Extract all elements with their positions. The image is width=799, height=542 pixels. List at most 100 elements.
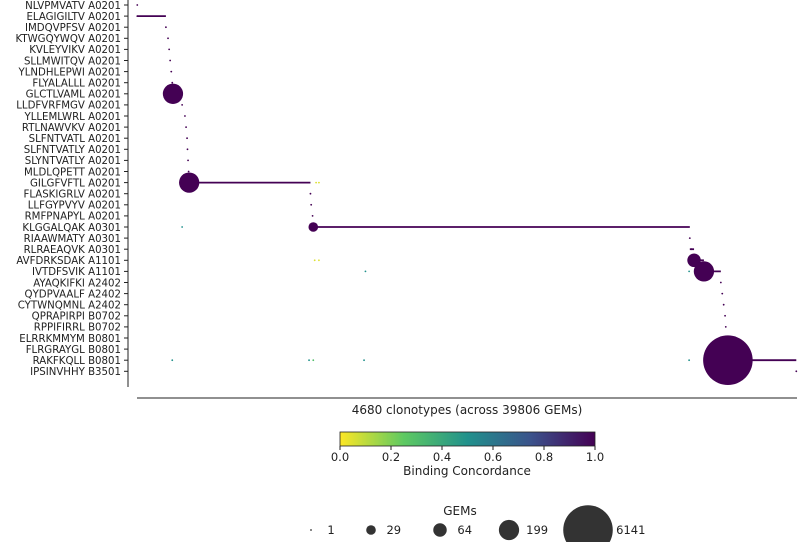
data-point: [186, 137, 188, 140]
size-legend-marker: [433, 523, 447, 537]
y-tick-label: IPSINVHHY B3501: [30, 367, 121, 378]
data-point: [315, 181, 318, 184]
data-point: [690, 248, 693, 251]
y-tick-label: ELRRKMMYM B0801: [19, 334, 121, 345]
y-tick-label: RTLNAWVKV A0201: [22, 123, 121, 134]
size-legend-marker: [498, 519, 520, 541]
data-point: [187, 159, 189, 162]
y-tick-label: FLASKIGRLV A0201: [23, 190, 121, 201]
y-tick-label: NLVPMVATV A0201: [25, 1, 121, 12]
y-tick-label: LLDFVRFMGV A0201: [16, 101, 121, 112]
data-point: [310, 203, 313, 206]
colorbar-tick-label: 0.2: [382, 450, 400, 464]
y-tick-label: AYAQKIFKI A2402: [33, 278, 121, 289]
colorbar: 0.0 0.2 0.4 0.6 0.8 1.0 Binding Concordance: [331, 431, 604, 478]
y-tick-label: KVLEYVIKV A0201: [29, 45, 121, 56]
y-tick-label: FLYALALLL A0201: [32, 79, 121, 90]
y-tick-label: QPRAPIRPI B0702: [32, 312, 121, 323]
data-point: [688, 359, 691, 362]
y-tick-label: GLCTLVAML A0201: [26, 90, 121, 101]
data-point: [136, 15, 139, 17]
size-legend-label: 1: [327, 523, 334, 537]
size-legend-items: 1 29 64 199 6141: [310, 505, 645, 542]
data-point: [309, 192, 312, 195]
y-tick-label: SLLMWITQV A0201: [24, 56, 121, 67]
y-tick-label: AVFDRKSDAK A1101: [16, 256, 121, 267]
colorbar-bar: [339, 431, 596, 447]
data-point: [308, 359, 310, 362]
data-point: [724, 314, 726, 317]
y-tick-label: SLFNTVATLY A0201: [24, 145, 121, 156]
data-point: [171, 359, 174, 362]
colorbar-tick-label: 0.4: [433, 450, 451, 464]
size-legend-label: 6141: [616, 523, 645, 537]
data-point: [795, 370, 798, 373]
data-point: [171, 81, 174, 84]
data-point: [165, 26, 167, 29]
data-point: [185, 126, 187, 128]
size-legend-marker: [366, 525, 376, 535]
colorbar-tick-label: 1.0: [586, 450, 604, 464]
size-legend: GEMs 1 29 64 199 6141: [310, 504, 645, 542]
data-point: [136, 4, 139, 6]
y-tick-label: RPPIFIRRL B0702: [34, 323, 121, 334]
data-point: [703, 335, 753, 385]
y-tick-label: CYTWNQMNL A2402: [18, 301, 121, 312]
y-tick-label: SLYNTVATLY A0201: [25, 156, 121, 167]
data-point: [179, 172, 200, 193]
size-legend-label: 29: [386, 523, 401, 537]
y-tick-label: YLLEMLWRL A0201: [23, 112, 121, 123]
size-legend-label: 64: [457, 523, 472, 537]
y-tick-label: FLRGRAYGL B0801: [26, 345, 121, 356]
data-point: [688, 237, 691, 240]
data-point: [308, 222, 319, 232]
data-point: [187, 170, 190, 173]
y-tick-label: IVTDFSVIK A1101: [32, 267, 121, 278]
colorbar-tick-label: 0.8: [535, 450, 553, 464]
data-point: [184, 115, 186, 117]
y-tick-label: RAKFKQLL B0801: [33, 356, 121, 367]
data-point: [693, 261, 715, 282]
size-legend-label: 199: [526, 523, 548, 537]
data-point: [186, 148, 189, 151]
clonotype-ranges: [137, 15, 797, 362]
data-point: [312, 359, 315, 362]
data-point: [364, 270, 367, 273]
data-point: [724, 326, 727, 328]
data-point: [721, 292, 724, 295]
data-point: [167, 37, 169, 40]
data-point: [162, 83, 184, 104]
colorbar-ticks: 0.0 0.2 0.4 0.6 0.8 1.0: [331, 446, 604, 464]
y-tick-label: RIAAWMATY A0301: [24, 234, 121, 245]
size-legend-marker: [310, 529, 312, 531]
data-point: [311, 215, 314, 217]
y-tick-label: KLGGALQAK A0301: [22, 223, 121, 234]
data-points: [136, 4, 798, 385]
y-tick-label: RMFPNAPYL A0201: [25, 212, 121, 223]
colorbar-tick-label: 0.0: [331, 450, 349, 464]
data-point: [318, 259, 320, 262]
colorbar-tick-label: 0.6: [484, 450, 502, 464]
data-point: [719, 281, 722, 284]
y-tick-label: RLRAEAQVK A0301: [24, 245, 121, 256]
data-point: [318, 181, 320, 184]
data-point: [688, 270, 691, 273]
y-tick-label: SLFNTVATL A0201: [29, 134, 121, 145]
data-point: [363, 359, 365, 362]
y-tick-label: ELAGIGILTV A0201: [26, 12, 121, 23]
y-tick-label: YLNDHLEPWI A0201: [18, 67, 122, 78]
data-point: [168, 48, 171, 51]
y-tick-label: QYDPVAALF A2402: [25, 289, 121, 300]
data-point: [170, 70, 173, 73]
y-tick-label: LLFGYPVYV A0201: [28, 201, 121, 212]
size-legend-marker: [563, 505, 613, 542]
x-axis-label: 4680 clonotypes (across 39806 GEMs): [352, 403, 583, 417]
data-point: [169, 59, 172, 62]
data-point: [313, 259, 316, 262]
data-point: [722, 303, 725, 306]
y-tick-label: KTWGQYWQV A0201: [15, 34, 121, 45]
y-tick-label: MLDLQPETT A0201: [24, 167, 121, 178]
size-legend-title: GEMs: [443, 504, 477, 518]
